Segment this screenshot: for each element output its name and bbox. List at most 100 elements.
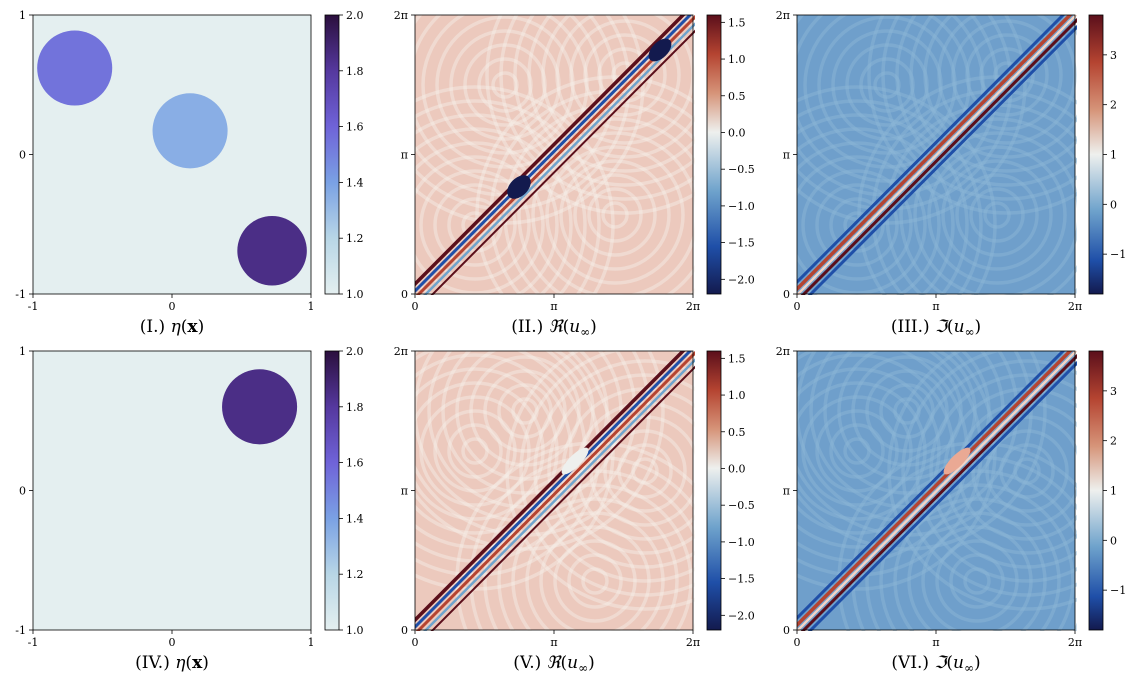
interference-ring	[851, 355, 963, 467]
interference-ring	[797, 141, 941, 295]
interference-ring	[823, 351, 991, 495]
diagonal-band	[807, 360, 1077, 631]
y-tick-label: 0	[401, 288, 408, 301]
wave-background	[415, 15, 693, 294]
caption-symbol: ℑ	[935, 317, 950, 337]
interference-ring	[963, 567, 991, 595]
interference-ring	[879, 483, 1075, 631]
interference-ring	[969, 187, 1025, 243]
hotspot	[561, 447, 589, 475]
interference-ring	[533, 359, 695, 583]
y-tick-label: 0	[19, 485, 26, 498]
caption-prefix: (VI.)	[891, 653, 934, 673]
caption-sub: ∞	[964, 661, 974, 675]
colorbar-tick-label: 2.0	[346, 9, 364, 22]
interference-ring	[857, 75, 1077, 295]
interference-ring	[415, 113, 587, 295]
interference-ring	[829, 197, 885, 253]
colorbar	[1088, 350, 1104, 631]
interference-ring	[497, 483, 693, 631]
interference-ring	[441, 351, 609, 495]
interference-ring	[797, 127, 955, 295]
diagonal-band	[797, 15, 1066, 285]
colorbar-tick-label: 1.5	[728, 16, 746, 29]
interference-ring	[541, 15, 695, 159]
interference-ring	[797, 15, 1027, 225]
caption-close: )	[198, 317, 205, 337]
x-tick-label: π	[932, 636, 939, 649]
colorbar-tick-label: 0.5	[728, 426, 746, 439]
colorbar-tick-label: 1.4	[346, 176, 364, 189]
colorbar-tick-label: −0.5	[728, 499, 755, 512]
interference-ring	[797, 351, 1047, 551]
x-tick-label: 1	[308, 636, 315, 649]
wave-clip	[415, 351, 695, 631]
wave-field	[415, 351, 695, 631]
wave-field	[797, 351, 1077, 631]
diagonal-band	[797, 351, 1073, 628]
interference-ring	[601, 201, 629, 229]
caption-open: (	[185, 653, 192, 673]
caption-close: )	[202, 653, 209, 673]
interference-ring	[525, 511, 665, 631]
hotspot	[507, 175, 531, 199]
caption-sub: ∞	[580, 325, 590, 339]
y-tick-label: π	[783, 485, 790, 498]
interference-ring	[415, 127, 573, 295]
interference-ring	[513, 15, 695, 187]
colorbar-tick-label: 2	[1110, 99, 1117, 112]
interference-ring	[455, 441, 695, 631]
interference-ring	[949, 553, 1005, 609]
interference-ring	[797, 15, 985, 183]
y-tick-label: 0	[19, 149, 26, 162]
y-tick-label: 0	[401, 624, 408, 637]
interference-ring	[455, 351, 595, 481]
interference-ring	[927, 145, 1067, 285]
colorbar-tick-label: −1.0	[728, 536, 755, 549]
x-tick-label: -1	[28, 636, 39, 649]
diagonal-band	[415, 351, 693, 630]
interference-ring	[867, 15, 1077, 215]
y-tick-label: 1	[19, 9, 26, 22]
panel-caption: (III.) ℑ(u∞)	[891, 317, 981, 339]
interference-ring	[475, 75, 695, 295]
interference-ring	[843, 437, 871, 465]
y-tick-label: π	[401, 485, 408, 498]
interference-ring	[419, 395, 531, 507]
caption-arg: u	[567, 653, 578, 673]
y-tick-label: π	[401, 149, 408, 162]
diagonal-band	[423, 358, 695, 631]
panel-II: 1.5 1.0 0.5 0.0 −0.5 −1.0 −1.5 −2.0 0 π 2π 2π π 0 (II.…	[394, 9, 755, 339]
x-tick-label: 2π	[686, 636, 700, 649]
interference-ring	[447, 423, 503, 479]
interference-ring	[831, 29, 943, 141]
colorbar-tick-label: 0.0	[728, 462, 746, 475]
colorbar-tick-label: 0.5	[728, 90, 746, 103]
x-tick-label: π	[550, 300, 557, 313]
colorbar-tick-label: −1.5	[728, 237, 755, 250]
interference-ring	[449, 29, 561, 141]
y-tick-label: -1	[15, 624, 26, 637]
y-tick-label: 2π	[776, 9, 790, 22]
caption-symbol: ℑ	[934, 653, 949, 673]
diagonal-band	[800, 17, 1077, 295]
diagonal-band	[415, 15, 686, 287]
caption-close: )	[588, 653, 595, 673]
interference-ring	[815, 183, 899, 267]
interference-ring	[505, 351, 695, 611]
panel-caption: (IV.) η(x)	[135, 653, 209, 673]
interference-ring	[587, 187, 643, 243]
interference-ring	[957, 401, 1077, 541]
colorbar-tick-label: 0	[1110, 198, 1117, 211]
caption-sub: ∞	[965, 325, 975, 339]
y-tick-label: 0	[783, 624, 790, 637]
interference-ring	[797, 99, 983, 295]
colorbar-tick-label: −1	[1110, 248, 1126, 261]
wave-field	[415, 15, 695, 295]
colorbar-tick-label: 1.0	[346, 288, 364, 301]
colorbar-tick-label: 1.5	[728, 352, 746, 365]
interference-ring	[845, 43, 929, 127]
colorbar	[706, 14, 722, 295]
interference-ring	[483, 369, 567, 453]
caption-prefix: (II.)	[511, 317, 549, 337]
